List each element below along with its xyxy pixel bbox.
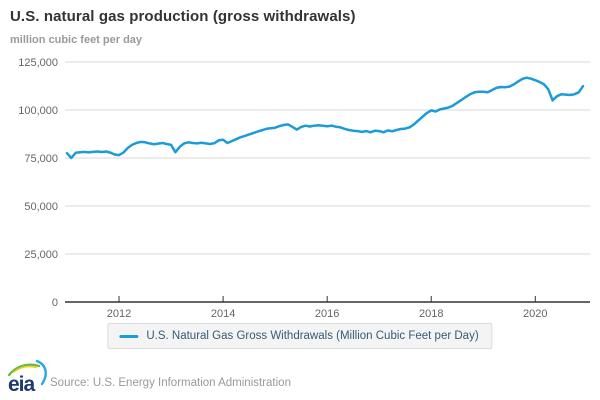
source-text: Source: U.S. Energy Information Administ… [50,377,291,389]
chart-title: U.S. natural gas production (gross withd… [10,8,356,25]
footer: eia Source: U.S. Energy Information Admi… [0,356,600,400]
y-tick-label: 0 [52,297,58,309]
x-tick-label: 2012 [107,308,131,320]
logo-blue-swoosh-icon [35,359,47,386]
logo-yellow-swoosh-icon [13,365,37,373]
line-chart-plot-area[interactable]: 0 25,000 50,000 75,000 100,000 125,000 2012 201… [0,0,600,320]
x-tick-label: 2020 [523,308,547,320]
y-tick-label: 50,000 [24,201,58,213]
logo-text: eia [8,373,36,396]
x-tick-label: 2014 [211,308,235,320]
y-tick-label: 25,000 [24,249,58,261]
x-tick-label: 2016 [315,308,339,320]
eia-logo[interactable]: eia [6,358,50,398]
y-tick-label: 100,000 [18,105,58,117]
y-tick-label: 75,000 [24,153,58,165]
chart-subtitle: million cubic feet per day [10,34,143,46]
legend-line-swatch [119,334,139,338]
x-tick-label: 2018 [419,308,443,320]
legend-label: U.S. Natural Gas Gross Withdrawals (Mill… [146,330,479,342]
logo-green-swoosh-icon [7,363,41,377]
legend[interactable]: U.S. Natural Gas Gross Withdrawals (Mill… [107,323,493,349]
y-tick-label: 125,000 [18,57,58,69]
series-line[interactable] [65,76,585,160]
